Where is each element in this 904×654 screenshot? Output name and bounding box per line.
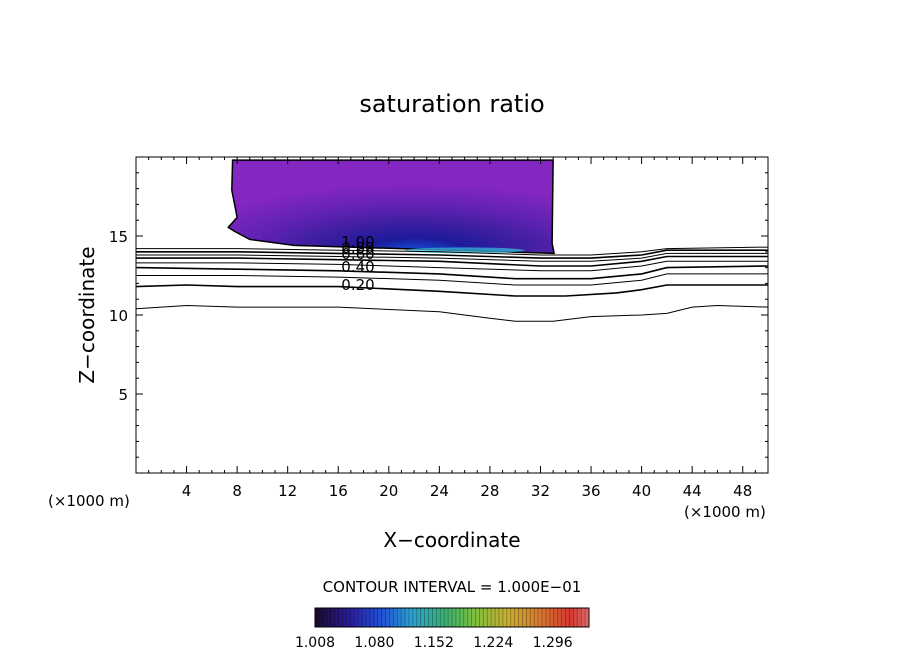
contour-line-0.1 — [136, 304, 768, 322]
supersaturated-fill — [227, 159, 556, 255]
colorbar-tick-label: 1.296 — [533, 635, 573, 651]
contour-line-0.7 — [136, 252, 768, 262]
x-tick-label: 36 — [581, 482, 600, 500]
colorbar — [314, 607, 590, 628]
contour-lines — [136, 246, 768, 322]
x-tick-label: 24 — [430, 482, 449, 500]
y-axis-label: Z−coordinate — [75, 246, 99, 383]
y-tick-label: 15 — [109, 228, 128, 246]
contour-interval-text: CONTOUR INTERVAL = 1.000E−01 — [323, 578, 582, 596]
contour-label: 0.60 — [341, 245, 374, 263]
contour-line-0.8 — [136, 249, 768, 259]
x-tick-label: 12 — [278, 482, 297, 500]
supersaturated-region — [227, 159, 556, 255]
colorbar-labels: 1.008 1.080 1.152 1.224 1.296 — [295, 635, 573, 651]
contour-line-0.5 — [136, 260, 768, 272]
x-tick-label: 16 — [329, 482, 348, 500]
contour-label: 0.80 — [341, 239, 374, 257]
colorbar-tick-label: 1.224 — [473, 635, 513, 651]
colorbar-stripes — [318, 608, 586, 627]
contour-labels: 1.000.800.600.400.20 — [341, 233, 374, 294]
contour-label: 1.00 — [341, 233, 374, 251]
contour-line-0.2 — [136, 284, 768, 297]
contour-label: 0.20 — [341, 276, 374, 294]
chart-title: saturation ratio — [359, 90, 544, 118]
contour-line-0.6 — [136, 255, 768, 267]
x-axis-label: X−coordinate — [383, 528, 520, 552]
colorbar-tick-label: 1.080 — [354, 635, 394, 651]
colorbar-tick-label: 1.152 — [414, 635, 454, 651]
x-tick-label: 48 — [733, 482, 752, 500]
contour-label: 0.40 — [341, 258, 374, 276]
x-tick-label: 8 — [232, 482, 242, 500]
contour-line-0.3 — [136, 273, 768, 286]
x-tick-label: 32 — [531, 482, 550, 500]
colorbar-tick-label: 1.008 — [295, 635, 335, 651]
x-unit-right: (×1000 m) — [684, 503, 766, 521]
x-tick-label: 4 — [182, 482, 192, 500]
x-tick-label: 28 — [480, 482, 499, 500]
y-tick-label: 5 — [118, 386, 128, 404]
contour-line-0.9 — [136, 246, 768, 256]
x-axis-ticks: 4 8 12 16 20 24 28 32 36 40 44 48 — [148, 157, 756, 500]
contour-line-0.4 — [136, 265, 768, 280]
y-axis-ticks: 5 10 15 — [109, 172, 768, 458]
x-tick-label: 44 — [683, 482, 702, 500]
x-tick-label: 40 — [632, 482, 651, 500]
x-unit-left: (×1000 m) — [48, 492, 130, 510]
x-tick-label: 20 — [379, 482, 398, 500]
y-tick-label: 10 — [109, 307, 128, 325]
